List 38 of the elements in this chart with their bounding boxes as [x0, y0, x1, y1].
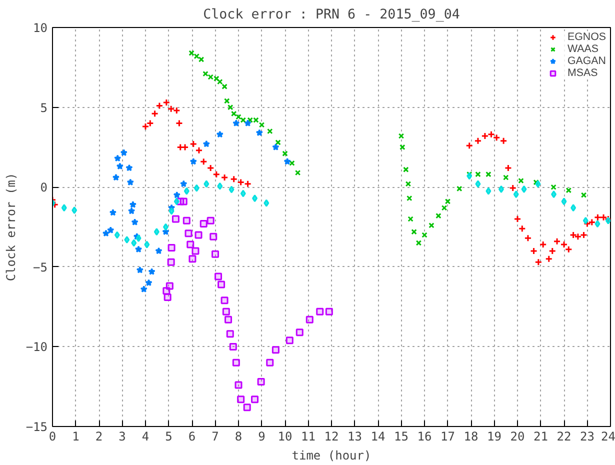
- x-tick-label: 14: [370, 430, 386, 444]
- x-tick-label: 15: [394, 430, 408, 444]
- x-tick-label: 6: [188, 430, 196, 444]
- y-tick-label: 5: [40, 100, 48, 115]
- x-tick-label: 16: [417, 430, 432, 444]
- x-axis-title: time (hour): [292, 448, 372, 462]
- legend-label: GAGAN: [568, 55, 606, 67]
- x-tick-label: 18: [464, 430, 478, 444]
- x-tick-label: 3: [118, 430, 126, 444]
- legend-label: EGNOS: [568, 31, 606, 43]
- y-tick-label: 0: [40, 180, 48, 195]
- chart-title: Clock error : PRN 6 - 2015_09_04: [203, 8, 460, 22]
- legend-label: WAAS: [568, 43, 598, 55]
- y-tick-label: −5: [33, 260, 48, 274]
- x-tick-label: 2: [95, 430, 103, 444]
- x-tick-label: 24: [601, 430, 615, 444]
- x-tick-label: 17: [440, 430, 455, 444]
- x-tick-label: 13: [348, 430, 362, 444]
- y-tick-label: 10: [33, 21, 48, 35]
- x-tick-label: 4: [142, 430, 150, 444]
- x-tick-label: 10: [278, 430, 292, 444]
- x-tick-label: 1: [72, 430, 80, 444]
- x-tick-label: 23: [580, 430, 594, 444]
- y-tick-label: −10: [26, 340, 48, 354]
- x-tick-label: 12: [324, 430, 339, 444]
- x-tick-label: 9: [258, 430, 266, 444]
- x-tick-label: 0: [48, 430, 56, 444]
- x-tick-label: 20: [510, 430, 525, 444]
- y-axis-title: Clock error (m): [4, 172, 18, 282]
- x-tick-label: 7: [212, 430, 219, 444]
- x-tick-label: 22: [556, 430, 572, 444]
- legend-label: MSAS: [568, 67, 598, 79]
- x-tick-label: 8: [234, 430, 242, 444]
- y-tick-label: −15: [26, 420, 48, 434]
- x-tick-label: 21: [534, 430, 548, 444]
- x-tick-label: 5: [165, 430, 172, 444]
- x-tick-label: 11: [301, 430, 316, 444]
- x-tick-label: 19: [487, 430, 502, 444]
